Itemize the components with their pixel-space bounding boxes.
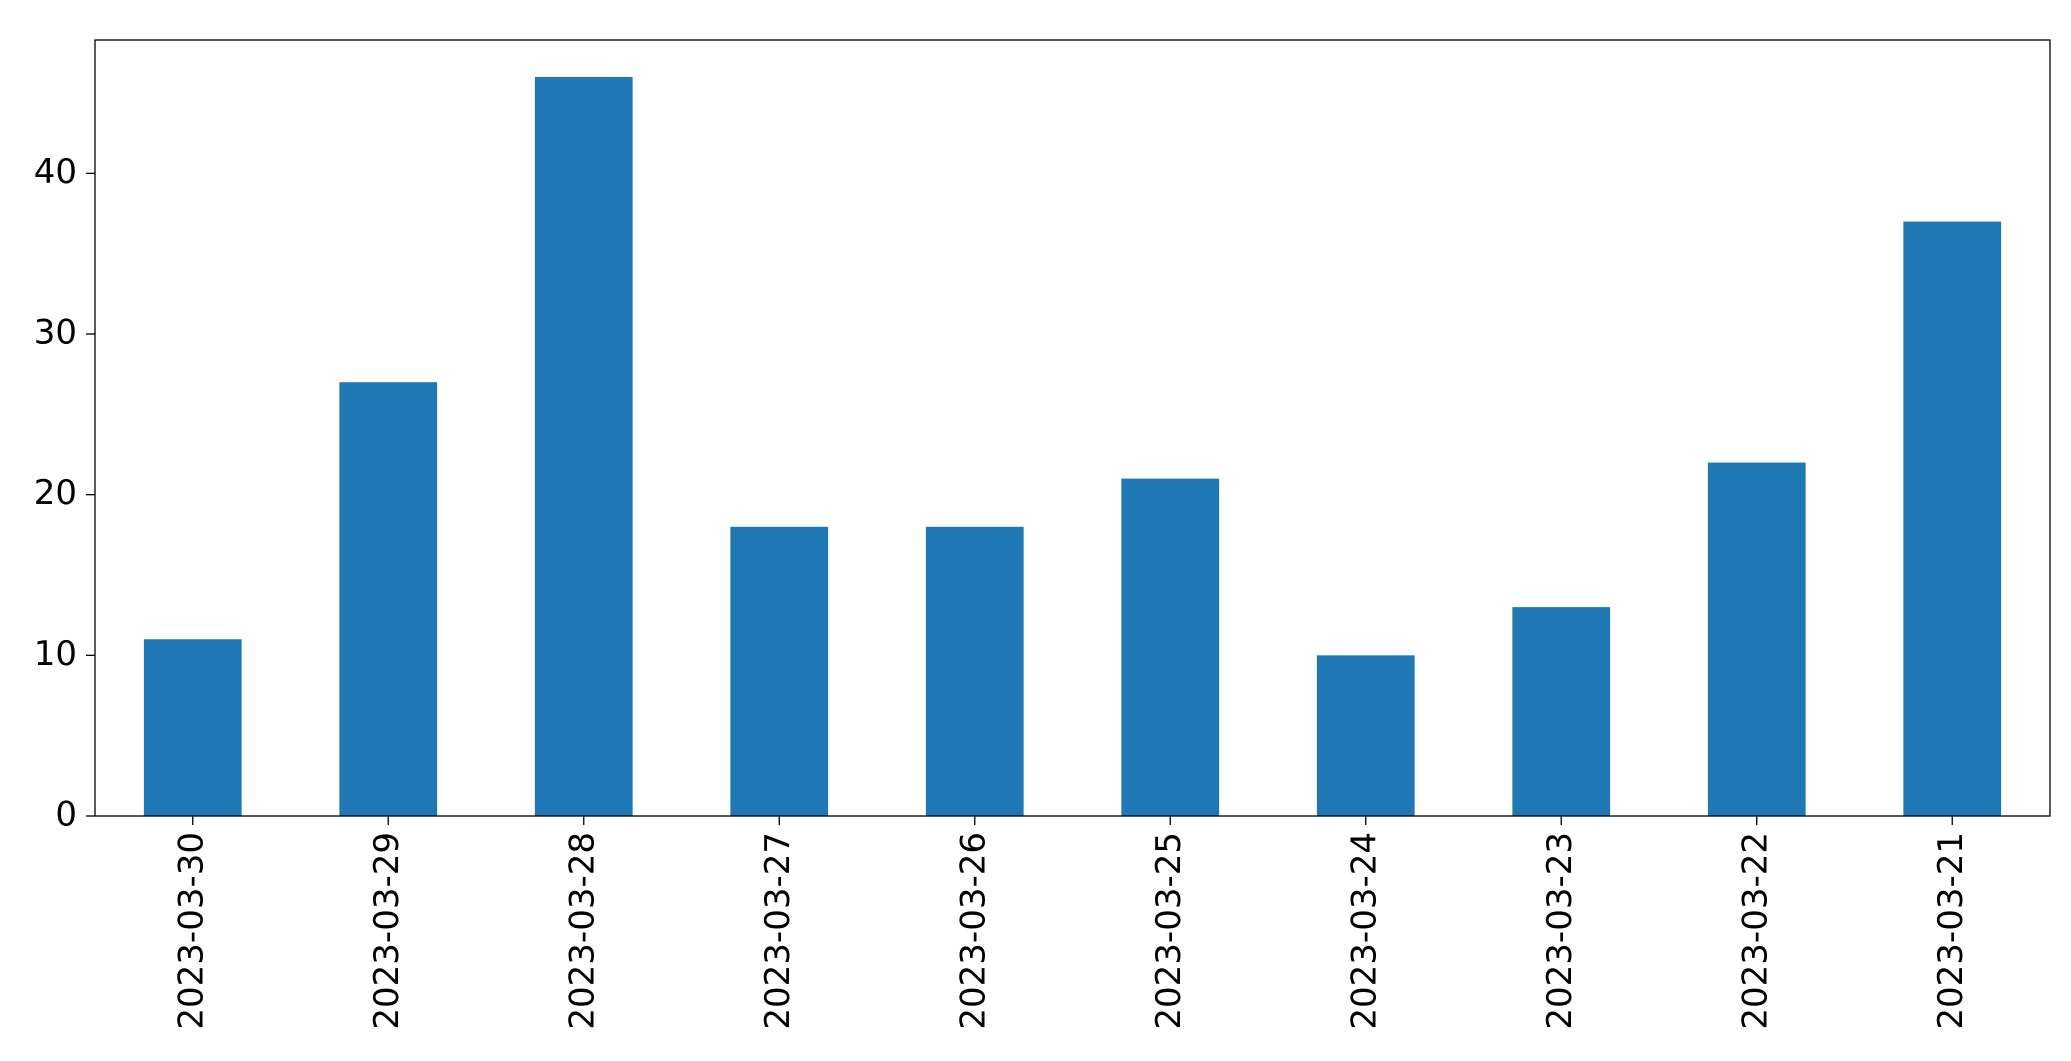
x-tick-label: 2023-03-24 [1344, 832, 1384, 1030]
y-tick-label: 10 [34, 634, 77, 674]
x-tick-label: 2023-03-29 [367, 832, 407, 1030]
y-tick-label: 40 [34, 152, 77, 192]
bar [1316, 655, 1415, 816]
bar [730, 526, 829, 816]
y-tick-label: 20 [34, 473, 77, 513]
x-tick-label: 2023-03-27 [758, 832, 798, 1030]
x-tick-label: 2023-03-23 [1540, 832, 1580, 1030]
plot-frame [94, 39, 2051, 817]
x-tick-label: 2023-03-22 [1735, 832, 1775, 1030]
y-tick-label: 0 [55, 795, 77, 835]
x-tick-label: 2023-03-21 [1931, 832, 1971, 1030]
bar [1121, 478, 1220, 816]
x-tick-label: 2023-03-25 [1149, 832, 1189, 1030]
bar [925, 526, 1024, 816]
bar [1903, 221, 2002, 817]
bar [1707, 462, 1806, 816]
x-tick-label: 2023-03-28 [562, 832, 602, 1030]
x-tick-label: 2023-03-26 [953, 832, 993, 1030]
bar [339, 382, 438, 816]
bar [534, 76, 633, 816]
x-tick-label: 2023-03-30 [171, 832, 211, 1030]
y-tick-label: 30 [34, 313, 77, 353]
bar [143, 639, 242, 816]
bar [1512, 607, 1611, 816]
